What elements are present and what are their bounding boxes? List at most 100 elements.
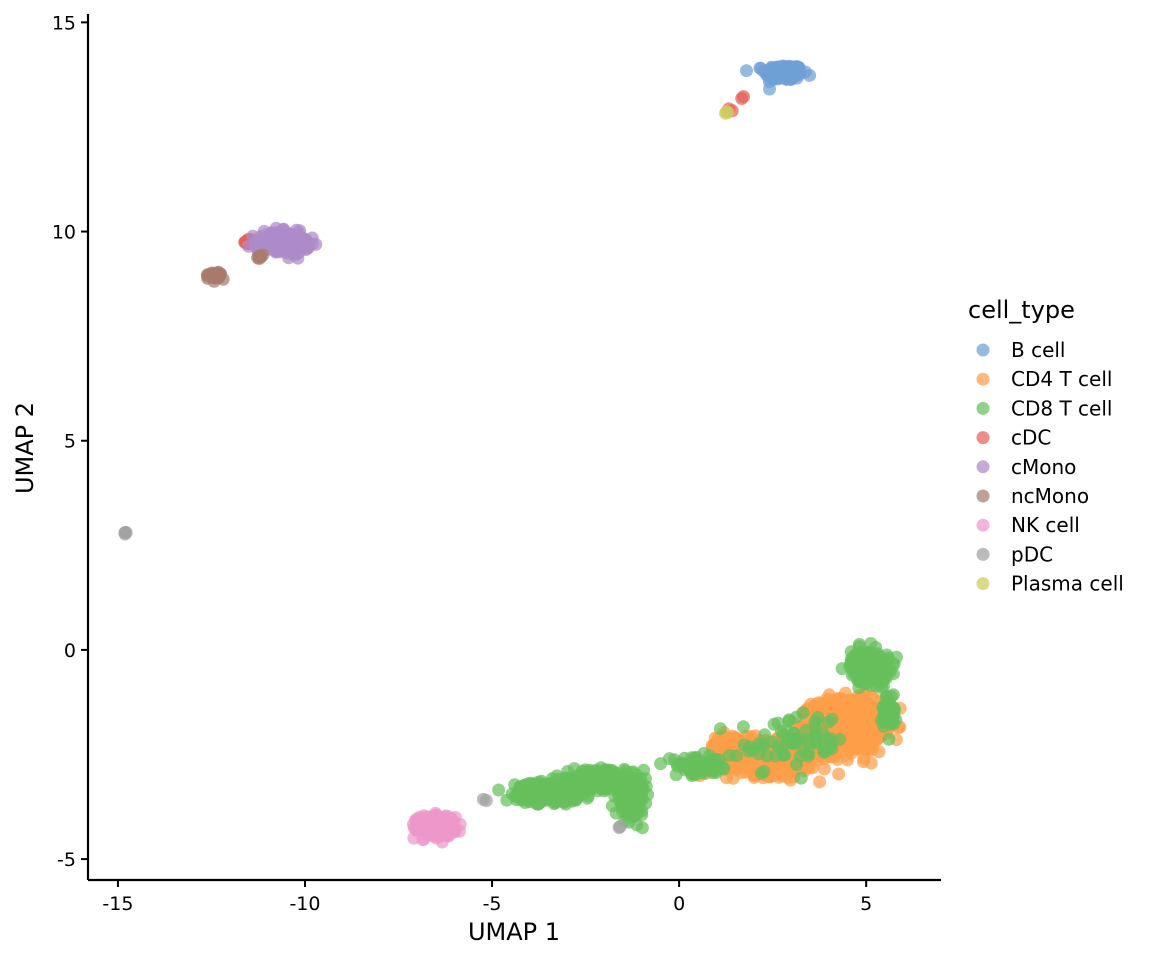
series-cdc [238, 90, 750, 251]
legend-marker [976, 343, 990, 357]
data-point [853, 697, 867, 711]
data-point [602, 774, 616, 788]
data-point [674, 757, 687, 771]
data-point [740, 64, 753, 78]
legend-label: CD8 T cell [1011, 396, 1112, 420]
data-point [767, 717, 781, 731]
data-point [882, 714, 896, 728]
data-point [669, 768, 683, 782]
series-pdc [118, 526, 627, 834]
data-point [252, 249, 266, 263]
data-point [799, 723, 813, 737]
data-point [821, 715, 835, 729]
data-point [817, 762, 831, 776]
x-tick-label: 5 [860, 893, 872, 915]
legend-marker [976, 372, 990, 386]
legend-label: cDC [1011, 426, 1051, 450]
x-tick-label: 0 [673, 893, 685, 915]
legend-label: CD4 T cell [1011, 367, 1112, 391]
legend-marker [976, 401, 990, 415]
data-point [618, 791, 632, 805]
data-point [790, 732, 804, 746]
data-point [737, 738, 751, 752]
data-point [845, 717, 859, 731]
series-plasma-cell [719, 105, 735, 120]
legend-marker [976, 577, 990, 591]
y-tick-label: 15 [52, 12, 76, 34]
data-point [609, 806, 623, 820]
data-point [715, 739, 728, 753]
data-point [634, 775, 648, 789]
legend-label: Plasma cell [1011, 572, 1124, 596]
data-point [736, 720, 750, 734]
y-tick-label: 10 [52, 222, 76, 244]
data-point [635, 821, 649, 835]
data-point [813, 775, 827, 789]
data-point [691, 763, 705, 777]
legend-marker [976, 460, 990, 474]
data-point [713, 722, 727, 736]
x-ticks: -15 -10 -5 0 5 [102, 880, 872, 915]
y-ticks: -5 0 5 10 15 [52, 12, 88, 871]
legend: cell_type B cell CD4 T cell CD8 T cell cDC c… [968, 296, 1124, 596]
data-point [802, 746, 816, 760]
x-tick-label: -5 [483, 893, 502, 915]
data-point [429, 816, 443, 829]
data-point [538, 790, 552, 804]
data-point [569, 793, 583, 807]
data-point [793, 67, 807, 81]
data-point [796, 706, 810, 720]
legend-label: cMono [1011, 455, 1076, 479]
data-point [629, 790, 643, 804]
legend-marker [976, 431, 990, 445]
data-point [853, 658, 867, 671]
data-point [882, 732, 896, 746]
data-point [583, 781, 596, 795]
data-point [519, 787, 533, 801]
data-point [637, 763, 651, 777]
y-axis-label: UMAP 2 [11, 402, 39, 494]
data-point [414, 821, 428, 835]
y-tick-label: -5 [57, 849, 76, 871]
data-point [663, 752, 676, 766]
data-point [281, 231, 294, 245]
legend-marker [976, 547, 990, 561]
data-point [776, 727, 790, 741]
data-point [794, 771, 808, 785]
data-point [808, 715, 822, 729]
data-point [852, 638, 866, 651]
series-nk-cell [406, 806, 467, 849]
series-b-cell [740, 59, 817, 96]
data-point [816, 726, 830, 740]
data-point [762, 75, 776, 89]
data-point [758, 728, 772, 742]
data-point [620, 777, 634, 791]
data-point [801, 735, 815, 749]
data-point [560, 771, 574, 785]
data-point [722, 748, 736, 762]
data-point [857, 676, 871, 690]
axes-layer: -15 -10 -5 0 5 -5 0 5 10 15 UMAP 1 UMAP 2 [11, 12, 941, 946]
y-tick-label: 0 [64, 640, 76, 662]
data-point [864, 724, 878, 738]
x-tick-label: -15 [102, 893, 133, 915]
data-point [613, 820, 627, 833]
x-tick-label: -10 [289, 893, 320, 915]
data-point [291, 251, 305, 265]
series-cmono [242, 221, 323, 265]
legend-label: pDC [1011, 542, 1053, 566]
series-ncmono [200, 248, 270, 288]
data-point [416, 833, 430, 847]
data-point [270, 237, 284, 251]
data-point [118, 527, 132, 541]
legend-label: B cell [1011, 338, 1066, 362]
legend-title: cell_type [968, 296, 1075, 324]
data-point [721, 105, 735, 119]
data-point [875, 676, 888, 689]
y-tick-label: 5 [64, 431, 76, 453]
series-cd8-t-cell [492, 637, 903, 835]
data-point [291, 231, 305, 245]
data-point [479, 794, 493, 807]
